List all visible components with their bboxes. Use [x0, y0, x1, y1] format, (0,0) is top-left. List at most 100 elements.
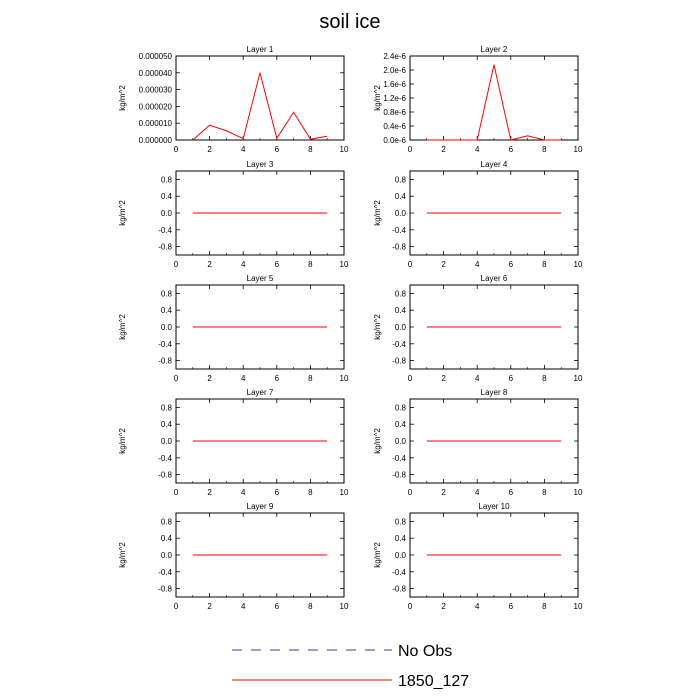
- x-tick-label: 8: [542, 602, 547, 611]
- x-tick-label: 4: [241, 374, 246, 383]
- panel-title: Layer 4: [481, 160, 508, 169]
- y-tick-label: 0.8: [395, 289, 407, 298]
- y-tick-label: 0.4: [395, 306, 407, 315]
- x-tick-label: 6: [275, 602, 280, 611]
- x-tick-label: 6: [275, 374, 280, 383]
- panel-layer-1: Layer 1 kg/m^2 0 2 4 6 8 10 0.000000 0.000010 0.00…: [118, 45, 349, 154]
- y-axis-label: kg/m^2: [118, 85, 127, 111]
- plot-frame: [409, 55, 579, 141]
- y-tick-label: 0.8: [161, 517, 173, 526]
- panel-title: Layer 7: [247, 388, 274, 397]
- legend-label: 1850_127: [398, 673, 469, 690]
- figure-title: soil ice: [319, 11, 380, 33]
- panel-title: Layer 2: [481, 45, 508, 54]
- x-tick-label: 10: [574, 145, 583, 154]
- y-tick-label: 1.6e-6: [383, 80, 406, 89]
- y-tick-label: 2.4e-6: [383, 52, 406, 61]
- y-tick-label: -0.4: [158, 340, 172, 349]
- y-tick-label: 0.0: [161, 323, 173, 332]
- y-tick-label: 0.4: [395, 420, 407, 429]
- legend: No Obs 1850_127: [232, 643, 469, 690]
- x-tick-label: 2: [441, 374, 446, 383]
- x-tick-label: 6: [509, 374, 514, 383]
- x-tick-label: 10: [574, 374, 583, 383]
- x-tick-label: 2: [441, 260, 446, 269]
- y-axis-label: kg/m^2: [373, 542, 382, 568]
- y-tick-label: -0.4: [392, 340, 406, 349]
- panel-title: Layer 8: [481, 388, 508, 397]
- y-tick-label: 0.000000: [139, 136, 173, 145]
- y-tick-label: 0.000030: [139, 86, 173, 95]
- y-tick-label: -0.8: [158, 243, 172, 252]
- panel-title: Layer 10: [478, 502, 510, 511]
- y-tick-label: 0.8: [161, 289, 173, 298]
- y-tick-label: 0.8: [395, 403, 407, 412]
- x-tick-label: 4: [475, 602, 480, 611]
- y-axis-label: kg/m^2: [118, 428, 127, 454]
- y-tick-label: 1.2e-6: [383, 94, 406, 103]
- x-tick-label: 6: [275, 260, 280, 269]
- y-axis-label: kg/m^2: [373, 314, 382, 340]
- y-tick-label: 0.0: [395, 551, 407, 560]
- x-tick-label: 2: [441, 488, 446, 497]
- panel-layer-4: Layer 4 kg/m^2 0 2 4 6 8 10 -0.8 -0.4 0.0 0.4 0.8: [373, 160, 583, 269]
- x-tick-label: 2: [207, 260, 212, 269]
- x-tick-label: 6: [509, 145, 514, 154]
- y-tick-label: 0.8: [161, 175, 173, 184]
- series-line-1850_127: [192, 72, 328, 141]
- y-tick-label: 0.8: [161, 403, 173, 412]
- y-tick-label: -0.8: [392, 243, 406, 252]
- x-tick-label: 10: [340, 602, 349, 611]
- y-tick-label: -0.4: [158, 454, 172, 463]
- x-tick-label: 0: [408, 602, 413, 611]
- x-tick-label: 10: [574, 260, 583, 269]
- y-tick-label: -0.8: [392, 471, 406, 480]
- y-tick-label: 2.0e-6: [383, 66, 406, 75]
- y-tick-label: 0.000010: [139, 119, 173, 128]
- x-tick-label: 10: [340, 145, 349, 154]
- x-tick-label: 4: [475, 260, 480, 269]
- x-tick-label: 2: [441, 602, 446, 611]
- x-tick-label: 8: [542, 374, 547, 383]
- panel-layer-3: Layer 3 kg/m^2 0 2 4 6 8 10 -0.8 -0.4 0.0 0.4 0.8: [118, 160, 349, 269]
- y-tick-label: 0.4: [161, 534, 173, 543]
- x-tick-label: 0: [408, 260, 413, 269]
- x-tick-label: 10: [574, 488, 583, 497]
- x-tick-label: 4: [241, 602, 246, 611]
- y-tick-label: 0.8: [395, 517, 407, 526]
- y-tick-label: 0.0: [161, 551, 173, 560]
- x-tick-label: 2: [207, 488, 212, 497]
- y-tick-label: 0.000040: [139, 69, 173, 78]
- panel-title: Layer 1: [247, 45, 274, 54]
- y-tick-label: 0.4: [161, 306, 173, 315]
- panel-title: Layer 6: [481, 274, 508, 283]
- y-tick-label: 0.0: [161, 437, 173, 446]
- x-tick-label: 6: [275, 488, 280, 497]
- x-tick-label: 2: [441, 145, 446, 154]
- y-tick-label: 0.000050: [139, 52, 173, 61]
- y-tick-label: -0.8: [158, 585, 172, 594]
- y-tick-label: 0.4: [395, 534, 407, 543]
- x-tick-label: 4: [475, 145, 480, 154]
- x-tick-label: 2: [207, 145, 212, 154]
- y-tick-label: 0.4: [395, 192, 407, 201]
- y-tick-label: -0.8: [158, 357, 172, 366]
- x-tick-label: 4: [475, 488, 480, 497]
- y-axis-label: kg/m^2: [118, 542, 127, 568]
- x-tick-label: 4: [475, 374, 480, 383]
- x-tick-label: 8: [308, 374, 313, 383]
- x-tick-label: 2: [207, 602, 212, 611]
- y-tick-label: 0.0e-6: [383, 136, 406, 145]
- y-tick-label: 0.0: [161, 209, 173, 218]
- x-tick-label: 0: [174, 374, 179, 383]
- x-tick-label: 8: [542, 145, 547, 154]
- y-axis-label: kg/m^2: [118, 200, 127, 226]
- x-tick-label: 0: [408, 488, 413, 497]
- y-tick-label: 0.4e-6: [383, 122, 406, 131]
- y-axis-label: kg/m^2: [373, 428, 382, 454]
- y-tick-label: 0.0: [395, 437, 407, 446]
- x-tick-label: 10: [574, 602, 583, 611]
- series-line-1850_127: [426, 64, 562, 141]
- y-tick-label: -0.4: [392, 568, 406, 577]
- y-tick-label: -0.8: [158, 471, 172, 480]
